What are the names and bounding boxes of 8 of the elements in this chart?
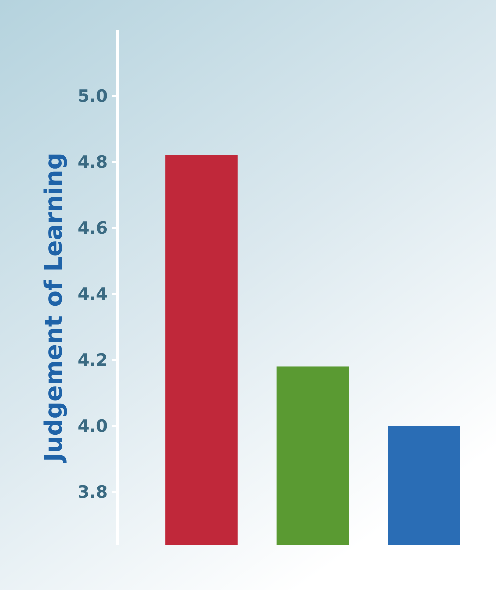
y-tick-label: 4.2: [78, 351, 108, 372]
y-axis-title: Judgement of Learning: [40, 152, 68, 464]
y-tick-label: 5.0: [78, 86, 108, 107]
y-tick-label: 4.0: [78, 417, 108, 438]
y-tick-label: 3.8: [78, 483, 108, 504]
y-tick-label: 4.6: [78, 219, 108, 240]
y-tick-label: 4.4: [78, 285, 108, 306]
y-tick-label: 4.8: [78, 153, 108, 173]
